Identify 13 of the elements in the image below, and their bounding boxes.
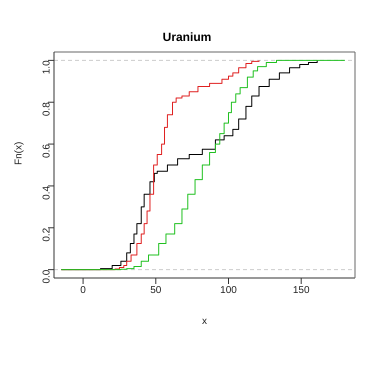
x-tick-label: 50 (150, 285, 162, 296)
x-tick-label: 150 (292, 285, 310, 296)
y-tick-label: 0.4 (42, 185, 53, 200)
y-tick-label: 0.8 (42, 102, 53, 116)
x-axis-title: x (202, 316, 207, 327)
y-tick-label: 0.0 (42, 269, 53, 284)
x-tick-label: 100 (220, 285, 238, 296)
y-tick-label: 0.6 (42, 144, 53, 158)
x-tick-label: 0 (80, 285, 86, 296)
y-tick-label: 1.0 (42, 60, 53, 74)
y-tick-label: 0.2 (42, 227, 53, 242)
chart-title: Uranium (162, 30, 212, 44)
y-axis-title: Fn(x) (14, 142, 25, 165)
